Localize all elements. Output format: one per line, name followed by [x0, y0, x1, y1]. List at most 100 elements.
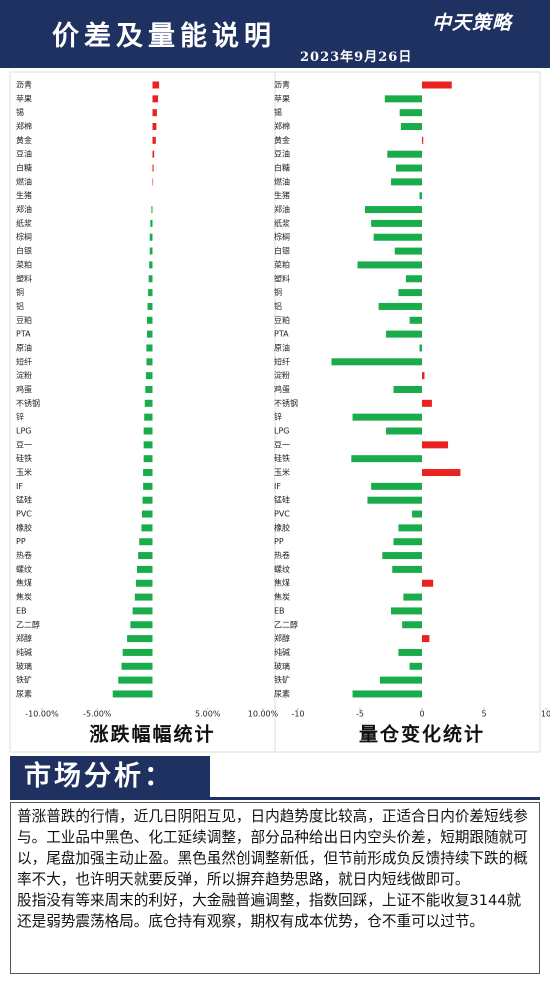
bar — [371, 482, 422, 490]
category-label: 黄金 — [274, 135, 290, 145]
category-label: 豆一 — [16, 440, 32, 449]
category-label: IF — [16, 482, 23, 491]
category-label: 燃油 — [16, 176, 32, 186]
category-label: EB — [274, 606, 285, 615]
bar — [422, 399, 432, 407]
category-label: 郑醇 — [16, 633, 32, 643]
category-label: 纸浆 — [274, 218, 290, 228]
bar — [331, 358, 422, 366]
bar — [122, 648, 153, 656]
category-label: 塑料 — [16, 273, 32, 283]
category-label: 橡胶 — [16, 522, 32, 532]
category-label: 硅铁 — [274, 453, 290, 463]
x-tick-label: -5.00% — [83, 710, 112, 719]
bar — [149, 247, 153, 255]
bar — [152, 95, 159, 103]
bar — [382, 552, 422, 560]
category-label: 豆油 — [274, 149, 290, 159]
page-title: 价差及量能说明 — [52, 21, 276, 52]
bar — [394, 247, 422, 255]
paragraph: 普涨普跌的行情，近几日阴阳互见，日内趋势度比较高，正适合日内价差短线参与。工业品… — [17, 808, 528, 888]
category-label: 螺纹 — [16, 564, 32, 574]
bar — [143, 482, 153, 490]
chart-frame — [274, 71, 541, 753]
bar — [398, 524, 422, 532]
bar — [118, 676, 153, 684]
category-label: PP — [16, 537, 26, 546]
category-label: 锡 — [274, 108, 282, 117]
bar — [144, 413, 153, 421]
bar — [132, 607, 153, 615]
category-label: 尿素 — [274, 688, 290, 698]
category-label: 生猪 — [274, 190, 290, 200]
bar — [121, 662, 153, 670]
category-label: PVC — [274, 510, 290, 519]
category-label: 菜粕 — [274, 259, 290, 269]
bar — [357, 261, 422, 269]
bar — [152, 164, 154, 172]
bar — [386, 427, 422, 435]
bar — [139, 538, 153, 546]
bar — [152, 136, 156, 144]
category-label: 焦炭 — [274, 592, 290, 602]
category-label: 铁矿 — [16, 675, 32, 685]
category-label: 郑棉 — [16, 121, 32, 131]
bar — [351, 455, 422, 463]
category-label: 乙二醇 — [16, 619, 40, 629]
category-label: 纯碱 — [274, 647, 290, 657]
category-label: 原油 — [16, 342, 32, 352]
category-label: 纯碱 — [16, 647, 32, 657]
category-label: 塑料 — [274, 273, 290, 283]
category-label: 白糖 — [16, 163, 32, 173]
bar — [145, 372, 153, 380]
x-tick-label: 0 — [419, 710, 424, 719]
analysis-box: 普涨普跌的行情，近几日阴阳互见，日内趋势度比较高，正适合日内价差短线参与。工业品… — [10, 802, 540, 974]
category-label: 玻璃 — [16, 661, 32, 671]
bar — [409, 662, 422, 670]
category-label: 锡 — [16, 108, 24, 117]
bar — [422, 81, 452, 89]
date: 2023年9月26日 — [300, 50, 413, 65]
category-label: 沥青 — [16, 80, 32, 90]
bar — [395, 164, 422, 172]
bar — [134, 593, 153, 601]
category-label: 锌 — [274, 412, 282, 422]
bar — [422, 372, 425, 380]
category-label: 棕榈 — [274, 232, 290, 242]
category-label: 淀粉 — [274, 370, 290, 380]
bar — [409, 316, 422, 324]
bar — [148, 289, 153, 297]
category-label: 铝 — [274, 301, 282, 311]
category-label: LPG — [16, 427, 31, 436]
category-label: 锰硅 — [16, 495, 32, 505]
header: 价差及量能说明 2023年9月26日 中天策略 — [0, 0, 550, 68]
category-label: 原油 — [274, 342, 290, 352]
chart-title: 涨跌幅幅统计 — [89, 723, 215, 746]
category-label: 郑油 — [16, 204, 32, 214]
category-label: 豆粕 — [16, 315, 32, 325]
bar — [422, 579, 434, 587]
category-label: 铝 — [16, 301, 24, 311]
category-label: 焦煤 — [274, 578, 290, 588]
bar — [152, 178, 154, 186]
category-label: 玉米 — [16, 467, 32, 477]
bar — [399, 109, 422, 117]
category-label: 苹果 — [274, 93, 290, 103]
bar — [419, 192, 422, 200]
bar — [391, 178, 422, 186]
bar — [146, 330, 153, 338]
category-label: 郑油 — [274, 204, 290, 214]
bar — [143, 469, 153, 477]
bar — [142, 510, 153, 518]
bar — [150, 219, 153, 227]
section-rule — [10, 797, 540, 800]
bar — [387, 150, 422, 158]
category-label: 短纤 — [274, 356, 290, 366]
category-label: 锰硅 — [274, 495, 290, 505]
category-label: 生猪 — [16, 190, 32, 200]
category-label: 豆一 — [274, 440, 290, 449]
bar — [398, 289, 422, 297]
category-label: 锌 — [16, 412, 24, 422]
category-label: 苹果 — [16, 93, 32, 103]
category-label: PTA — [274, 330, 289, 339]
